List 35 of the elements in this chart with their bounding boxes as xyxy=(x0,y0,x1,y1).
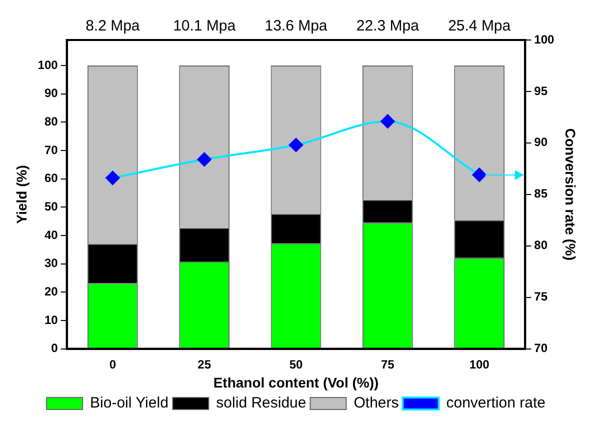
text: 25.4 Mpa xyxy=(448,18,512,35)
y-tick-label: 50 xyxy=(44,199,58,214)
x-tick-label: 50 xyxy=(289,357,303,372)
legend-label: convertion rate xyxy=(446,394,546,412)
y-tick-label: 20 xyxy=(44,284,58,298)
y2-tick-label: 95 xyxy=(534,84,548,98)
y-tick-label: 10 xyxy=(44,312,58,327)
y2-tick-label: 100 xyxy=(534,32,555,46)
y2-tick-label: 75 xyxy=(534,290,548,304)
legend-label: solid Residue xyxy=(216,394,306,412)
y-tick-label: 60 xyxy=(44,171,58,186)
x-tick-label: 75 xyxy=(380,357,395,372)
legend-label: Others xyxy=(354,394,399,412)
y-tick-label: 100 xyxy=(38,58,58,72)
x-tick-label: 0 xyxy=(109,357,116,372)
x-axis-title: Ethanol content (Vol (%)) xyxy=(213,374,379,390)
y2-tick-label: 80 xyxy=(534,238,548,252)
y-tick-label: 40 xyxy=(44,228,58,242)
y-axis-title: Yield (%) xyxy=(13,165,30,224)
y-tick-label: 80 xyxy=(44,114,58,128)
y-tick-label: 70 xyxy=(44,142,58,157)
text: 8.2 Mpa xyxy=(86,18,140,35)
y-tick-label: 30 xyxy=(44,256,58,270)
legend-label: Bio-oil Yield xyxy=(90,394,168,412)
y2-tick-label: 90 xyxy=(534,135,548,150)
x-tick-label: 25 xyxy=(198,357,212,372)
text: 22.3 Mpa xyxy=(356,18,420,35)
y-tick-label: 90 xyxy=(44,86,58,100)
y-tick-label: 0 xyxy=(51,341,58,356)
y2-tick-label: 85 xyxy=(534,186,548,201)
y2-tick-label: 70 xyxy=(534,341,548,356)
y2-axis-title: Conversion rate (%) xyxy=(562,128,579,261)
text: 10.1 Mpa xyxy=(173,18,236,35)
text: 13.6 Mpa xyxy=(264,18,328,35)
x-tick-label: 100 xyxy=(469,357,490,372)
